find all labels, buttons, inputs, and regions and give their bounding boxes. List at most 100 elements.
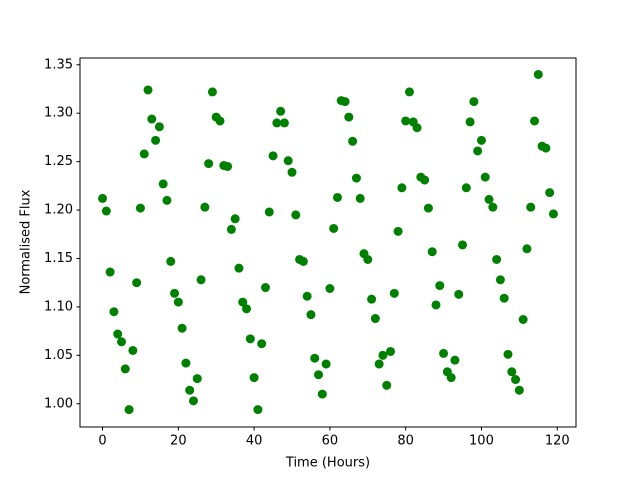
point [124,405,134,415]
point [132,278,142,288]
point [511,375,521,385]
point [287,167,297,177]
point [545,188,555,198]
x-axis-label: Time (Hours) [285,456,370,471]
point [378,350,388,360]
point [188,396,198,406]
point [272,118,282,128]
point [177,323,187,333]
point [507,367,517,377]
x-tick-label: 0 [98,434,106,449]
point [435,281,445,291]
y-tick-label: 1.35 [44,57,73,72]
point [302,291,312,301]
point [492,254,502,264]
point [158,179,168,189]
point [238,297,248,307]
point [204,159,214,169]
x-tick-label: 100 [469,434,494,449]
point [253,405,263,415]
point [370,314,380,324]
point [310,353,320,363]
point [192,374,202,384]
point [325,284,335,294]
point [185,385,195,395]
point [264,207,274,217]
point [386,346,396,356]
point [260,283,270,293]
y-tick-label: 1.00 [44,396,73,411]
point [427,247,437,257]
point [404,87,414,97]
point [321,359,331,369]
point [476,135,486,145]
point [458,240,468,250]
point [283,156,293,166]
point [116,337,126,347]
point [348,136,358,146]
point [541,143,551,153]
point [151,135,161,145]
point [196,275,206,285]
point [329,223,339,233]
point [306,310,316,320]
point [257,339,267,349]
point [465,117,475,127]
point [393,226,403,236]
point [503,349,513,359]
point [355,193,365,203]
y-tick-label: 1.25 [44,154,73,169]
point [276,106,286,116]
point [454,289,464,299]
point [488,202,498,212]
point [530,116,540,126]
point [499,293,509,303]
y-tick-label: 1.05 [44,348,73,363]
point [514,385,524,395]
point [200,202,210,212]
point [207,87,217,97]
point [431,300,441,310]
point [533,69,543,79]
y-tick-label: 1.30 [44,106,73,121]
point [249,373,259,383]
point [143,85,153,95]
point [245,334,255,344]
point [314,370,324,380]
point [181,358,191,368]
x-tick-label: 60 [322,434,339,449]
point [223,161,233,171]
point [412,123,422,133]
point [548,209,558,219]
point [340,97,350,107]
point [473,146,483,156]
y-tick-label: 1.15 [44,251,73,266]
x-tick-label: 80 [397,434,414,449]
point [242,304,252,314]
point [120,364,130,374]
point [526,202,536,212]
point [105,267,115,277]
point [166,256,176,266]
point [439,348,449,358]
point [230,214,240,224]
point [98,193,108,203]
x-tick-label: 20 [170,434,187,449]
point [128,345,138,355]
point [109,307,119,317]
point [162,195,172,205]
point [367,294,377,304]
point [317,389,327,399]
point [469,97,479,107]
point [170,288,180,298]
point [446,373,456,383]
point [135,203,145,213]
point [382,380,392,390]
point [480,172,490,182]
point [344,112,354,122]
point [215,116,225,126]
point [374,359,384,369]
point [450,355,460,365]
